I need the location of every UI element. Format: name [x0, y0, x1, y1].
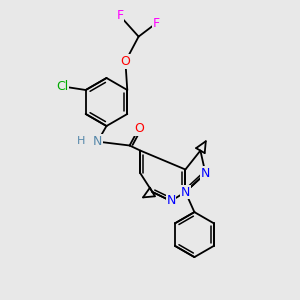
Text: O: O: [134, 122, 144, 135]
Text: N: N: [181, 185, 190, 199]
Text: F: F: [116, 9, 124, 22]
Text: H: H: [77, 136, 85, 146]
Text: N: N: [93, 135, 102, 148]
Text: F: F: [152, 17, 160, 30]
Text: Cl: Cl: [56, 80, 68, 93]
Text: N: N: [201, 167, 210, 180]
Text: N: N: [166, 194, 176, 208]
Text: O: O: [121, 55, 130, 68]
